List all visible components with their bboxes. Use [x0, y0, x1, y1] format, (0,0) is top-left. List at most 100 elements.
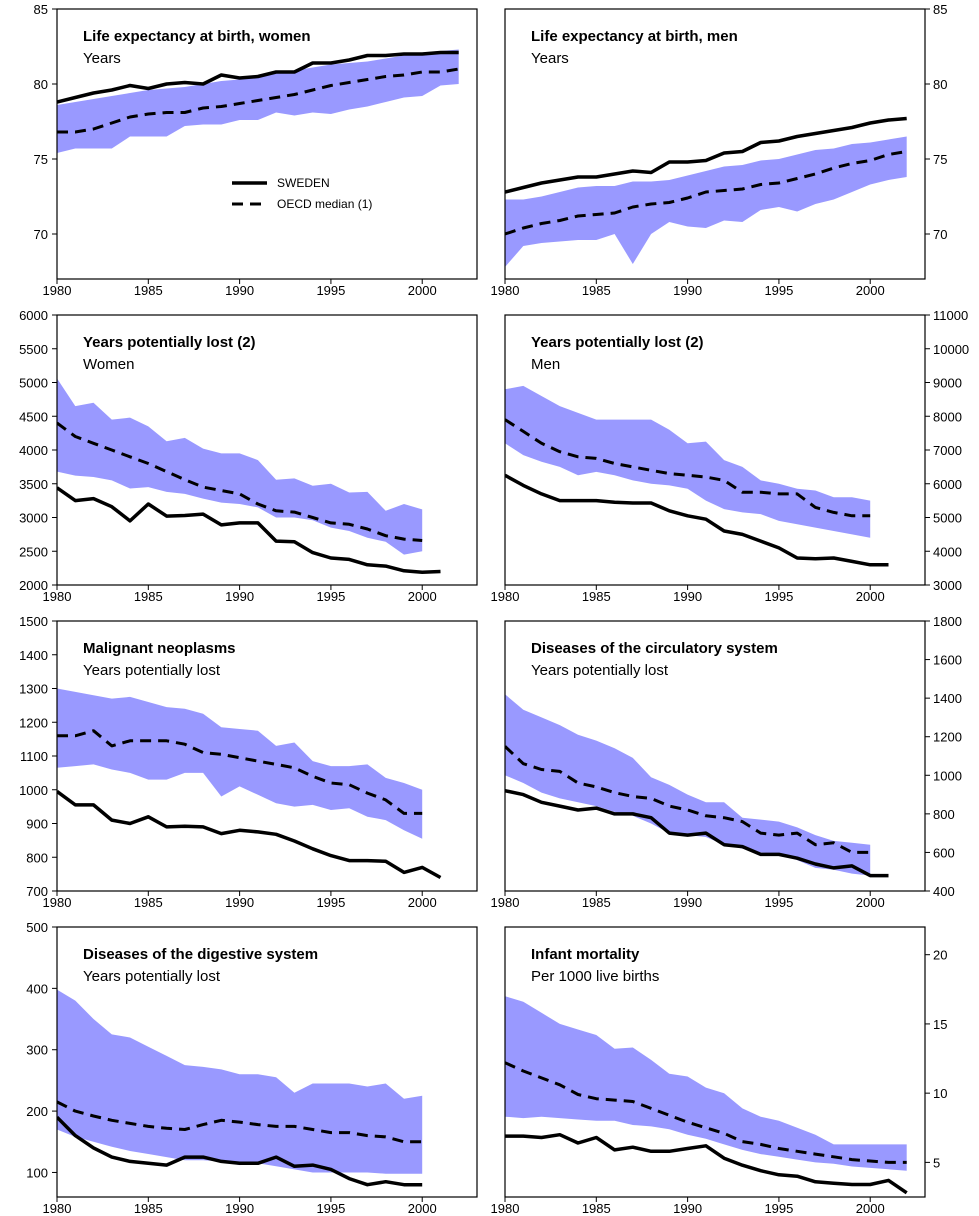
x-tick-label: 2000: [856, 895, 885, 910]
x-tick-label: 1985: [134, 283, 163, 298]
y-tick-label: 300: [26, 1043, 48, 1058]
y-tick-label: 1000: [19, 783, 48, 798]
y-tick-label: 4000: [933, 544, 962, 559]
panel-title: Diseases of the digestive system: [83, 946, 318, 963]
chart-panel: 1980 1985 1990 1995 2000 5 10 15 20 Infant mortal…: [491, 926, 947, 1216]
sweden-line: [505, 116, 907, 194]
oecd-median-line: [57, 421, 423, 542]
x-tick-label: 2000: [856, 1201, 885, 1216]
plot-frame: [56, 926, 478, 1198]
y-tick-label: 11000: [933, 308, 968, 323]
x-tick-label: 1980: [43, 1201, 72, 1216]
x-tick-label: 1990: [673, 895, 702, 910]
y-tick-label: 600: [933, 845, 955, 860]
x-tick-label: 1980: [43, 589, 72, 604]
y-tick-label: 2000: [19, 578, 48, 593]
y-tick-label: 1200: [19, 715, 48, 730]
y-tick-label: 5000: [19, 376, 48, 391]
oecd-range-band: [57, 378, 423, 555]
oecd-median-line: [57, 67, 459, 134]
x-tick-label: 1995: [316, 283, 345, 298]
y-tick-label: 80: [34, 77, 48, 92]
x-tick-label: 2000: [408, 1201, 437, 1216]
y-tick-label: 8000: [933, 409, 962, 424]
x-tick-label: 1980: [43, 895, 72, 910]
y-tick-label: 1400: [19, 648, 48, 663]
sweden-line: [505, 788, 889, 878]
x-tick-label: 1985: [582, 283, 611, 298]
y-tick-label: 1100: [20, 749, 48, 764]
y-tick-label: 85: [933, 2, 947, 17]
x-tick-label: 1980: [491, 1201, 520, 1216]
y-tick-label: 1300: [19, 682, 48, 697]
oecd-range-band: [505, 996, 907, 1171]
panel-subtitle: Years: [83, 50, 121, 67]
panel-subtitle: Years potentially lost: [83, 968, 221, 985]
y-tick-label: 400: [26, 981, 48, 996]
x-tick-label: 1985: [134, 589, 163, 604]
x-tick-label: 1985: [134, 1201, 163, 1216]
y-tick-label: 400: [933, 884, 955, 899]
x-tick-label: 1980: [491, 589, 520, 604]
y-tick-label: 800: [26, 850, 48, 865]
x-tick-label: 1990: [225, 283, 254, 298]
x-tick-label: 1990: [225, 895, 254, 910]
x-tick-label: 1995: [316, 1201, 345, 1216]
x-tick-label: 1985: [134, 895, 163, 910]
y-tick-label: 700: [26, 884, 48, 899]
x-tick-label: 1980: [491, 283, 520, 298]
y-tick-label: 3000: [19, 511, 48, 526]
panel-title: Life expectancy at birth, women: [83, 28, 311, 45]
y-tick-label: 5: [933, 1155, 940, 1170]
y-tick-label: 3500: [19, 477, 48, 492]
y-tick-label: 10: [933, 1086, 947, 1101]
legend-oecd-label: OECD median (1): [277, 197, 372, 211]
x-tick-label: 1980: [491, 895, 520, 910]
y-tick-label: 500: [26, 920, 48, 935]
oecd-median-line: [505, 745, 871, 854]
oecd-range-band: [505, 385, 871, 538]
x-tick-label: 2000: [408, 283, 437, 298]
y-tick-label: 1000: [933, 768, 962, 783]
chart-panel: 1980 1985 1990 1995 2000 2000 2500 3000 3500 4000…: [19, 308, 478, 604]
oecd-range-band: [505, 694, 871, 876]
y-tick-label: 10000: [933, 342, 969, 357]
plot-frame: [504, 8, 926, 280]
legend-sweden-label: SWEDEN: [277, 176, 330, 190]
y-tick-label: 3000: [933, 578, 962, 593]
panel-subtitle: Per 1000 live births: [531, 968, 659, 985]
sweden-line: [57, 1115, 423, 1187]
panel-subtitle: Years potentially lost: [531, 662, 669, 679]
y-tick-label: 85: [34, 2, 48, 17]
y-tick-label: 1800: [933, 614, 962, 629]
oecd-median-line: [505, 150, 907, 236]
chart-panel: 1980 1985 1990 1995 2000 700 800 900 1000 1100 120…: [19, 614, 478, 910]
x-tick-label: 1980: [43, 283, 72, 298]
x-tick-label: 2000: [408, 589, 437, 604]
panel-subtitle: Men: [531, 356, 560, 373]
x-tick-label: 2000: [856, 283, 885, 298]
x-tick-label: 1995: [764, 283, 793, 298]
y-tick-label: 5500: [19, 342, 48, 357]
panel-title: Malignant neoplasms: [83, 640, 236, 657]
x-tick-label: 1985: [582, 1201, 611, 1216]
x-tick-label: 1990: [673, 589, 702, 604]
y-tick-label: 1600: [933, 653, 962, 668]
y-tick-label: 4000: [19, 443, 48, 458]
x-tick-label: 1995: [764, 895, 793, 910]
x-tick-label: 1995: [764, 589, 793, 604]
sweden-line: [505, 1132, 908, 1195]
panel-subtitle: Years: [531, 50, 569, 67]
y-tick-label: 2500: [19, 544, 48, 559]
oecd-median-line: [57, 1100, 423, 1144]
oecd-range-band: [57, 688, 423, 839]
oecd-range-band: [505, 136, 907, 267]
x-tick-label: 1985: [582, 589, 611, 604]
sweden-line: [57, 789, 442, 880]
x-tick-label: 1995: [764, 1201, 793, 1216]
x-tick-label: 2000: [408, 895, 437, 910]
y-tick-label: 200: [26, 1104, 48, 1119]
sweden-line: [57, 486, 441, 574]
y-tick-label: 80: [933, 77, 947, 92]
y-tick-label: 70: [933, 227, 947, 242]
